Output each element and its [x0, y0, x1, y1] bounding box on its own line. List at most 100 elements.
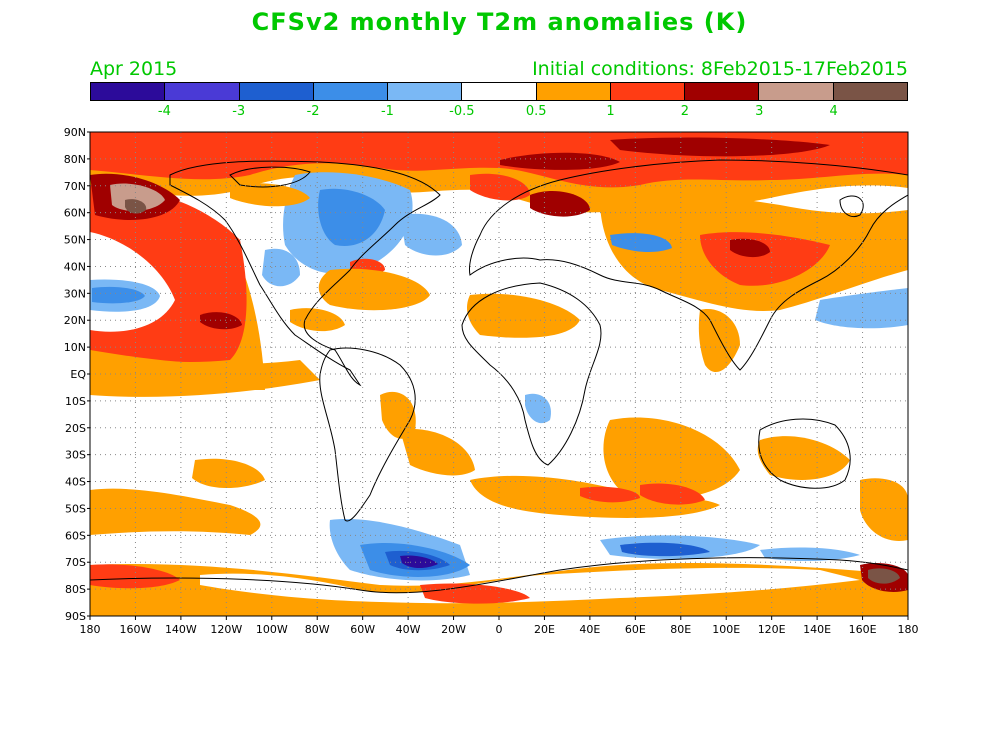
lon-tick-label: 160W — [120, 623, 152, 636]
colorbar-label: -3 — [232, 104, 246, 119]
wpacific-light-blue — [815, 288, 908, 329]
gridlines — [90, 132, 908, 616]
africa-blue — [525, 393, 551, 424]
lon-tick-label: 140E — [803, 623, 831, 636]
namerica-blue — [318, 188, 385, 246]
lat-tick-label: 40N — [64, 260, 86, 273]
lon-tick-label: 100E — [712, 623, 740, 636]
lon-tick-label: 60W — [350, 623, 375, 636]
colorbar-swatch — [759, 83, 834, 100]
lat-tick-label: 50N — [64, 234, 86, 247]
east-antarctic-darkblue — [620, 542, 710, 557]
lon-tick-label: 20W — [441, 623, 466, 636]
lat-tick-label: 60N — [64, 207, 86, 220]
colorbar-label: 0.5 — [525, 104, 547, 119]
map-field — [90, 132, 908, 616]
lon-tick-label: 40W — [396, 623, 421, 636]
lat-tick-label: 50S — [65, 502, 86, 515]
colorbar-swatch — [685, 83, 760, 100]
lat-tick-label: 90N — [64, 126, 86, 139]
lon-tick-label: 180 — [898, 623, 919, 636]
lat-tick-label: 40S — [65, 476, 86, 489]
colorbar-label: -1 — [380, 104, 394, 119]
lon-tick-label: 100W — [256, 623, 288, 636]
asia-darkred — [730, 238, 770, 258]
coastlines — [90, 159, 908, 594]
lon-tick-label: 40E — [579, 623, 600, 636]
lon-tick-label: 20E — [534, 623, 555, 636]
south-indian-red — [640, 483, 705, 505]
lon-tick-label: 180 — [80, 623, 101, 636]
alaska-brown-light — [110, 183, 165, 212]
africa-orange — [467, 293, 580, 338]
natlantic-orange — [470, 173, 530, 201]
south-indian-orange — [603, 417, 740, 499]
lon-tick-label: 120E — [758, 623, 786, 636]
colorbar-swatch — [239, 83, 314, 100]
colorbar-swatch — [313, 83, 389, 100]
south-atlantic-orange — [400, 429, 475, 476]
natlantic-light-blue — [400, 213, 462, 256]
lat-tick-label: 80N — [64, 153, 86, 166]
lat-tick-label: EQ — [70, 368, 86, 381]
colorbar-label: -0.5 — [449, 104, 475, 119]
weddell-core — [400, 555, 438, 569]
ross-brown — [868, 568, 900, 584]
colorbar-swatch — [388, 83, 463, 100]
npacific-blue-core — [92, 286, 145, 304]
lat-tick-label: 20S — [65, 422, 86, 435]
colorbar-label: -4 — [157, 104, 171, 119]
colorbar-label: 3 — [755, 104, 764, 119]
antarctica-white — [200, 567, 860, 604]
valid-month: Apr 2015 — [90, 58, 178, 80]
nz-orange — [860, 478, 908, 541]
namerica-blue-2 — [262, 248, 300, 287]
asia-blue — [610, 233, 672, 252]
tropical-atlantic-orange — [380, 391, 416, 439]
lat-tick-label: 20N — [64, 314, 86, 327]
antarctica-red — [90, 564, 180, 589]
lat-tick-label: 70S — [65, 556, 86, 569]
spacific-orange — [192, 458, 265, 489]
colorbar-label: -2 — [306, 104, 320, 119]
lat-tick-label: 60S — [65, 529, 86, 542]
lon-tick-label: 160E — [849, 623, 877, 636]
colorbar-swatch — [610, 83, 686, 100]
arctic-darkred-2 — [610, 137, 830, 157]
south-ocean-red — [580, 486, 640, 503]
south-ocean-orange-1 — [90, 488, 261, 535]
latitude-axis: 90N 80N 70N 60N 50N 40N 30N 20N 10N EQ 10S 20S 30S 40… — [64, 126, 90, 623]
colorbar-label: 1 — [606, 104, 615, 119]
initial-conditions: Initial conditions: 8Feb2015-17Feb2015 — [532, 58, 908, 80]
lon-tick-label: 0 — [496, 623, 503, 636]
lon-tick-label: 80W — [305, 623, 330, 636]
lat-tick-label: 30N — [64, 287, 86, 300]
lat-tick-label: 70N — [64, 180, 86, 193]
colorbar-swatch — [462, 83, 537, 100]
alaska-brown-dark — [125, 199, 147, 214]
lat-tick-label: 10S — [65, 395, 86, 408]
lon-tick-label: 80E — [670, 623, 691, 636]
colorbar-swatch — [165, 83, 240, 100]
colorbar — [90, 82, 908, 101]
lon-tick-label: 60E — [625, 623, 646, 636]
colorbar-swatch — [536, 83, 611, 100]
australia-orange — [757, 436, 850, 480]
tropical-pacific-orange — [90, 350, 320, 397]
colorbar-label: 4 — [829, 104, 838, 119]
greenland-orange — [230, 183, 310, 207]
lon-tick-label: 120W — [210, 623, 242, 636]
lat-tick-label: 30S — [65, 449, 86, 462]
lat-tick-label: 80S — [65, 583, 86, 596]
colorbar-label: 2 — [680, 104, 690, 119]
lat-tick-label: 10N — [64, 341, 86, 354]
antarctica-red-2 — [420, 583, 530, 604]
lon-tick-label: 140W — [165, 623, 197, 636]
lat-tick-label: 90S — [65, 610, 86, 623]
longitude-axis: 180 160W 140W 120W 100W 80W 60W 40W 20W 0 20E 40E 60… — [80, 616, 919, 636]
atlantic-orange — [318, 268, 430, 311]
colorbar-swatch — [91, 83, 166, 100]
map-title: CFSv2 monthly T2m anomalies (K) — [251, 8, 748, 36]
scandinavia-darkred — [530, 190, 590, 217]
